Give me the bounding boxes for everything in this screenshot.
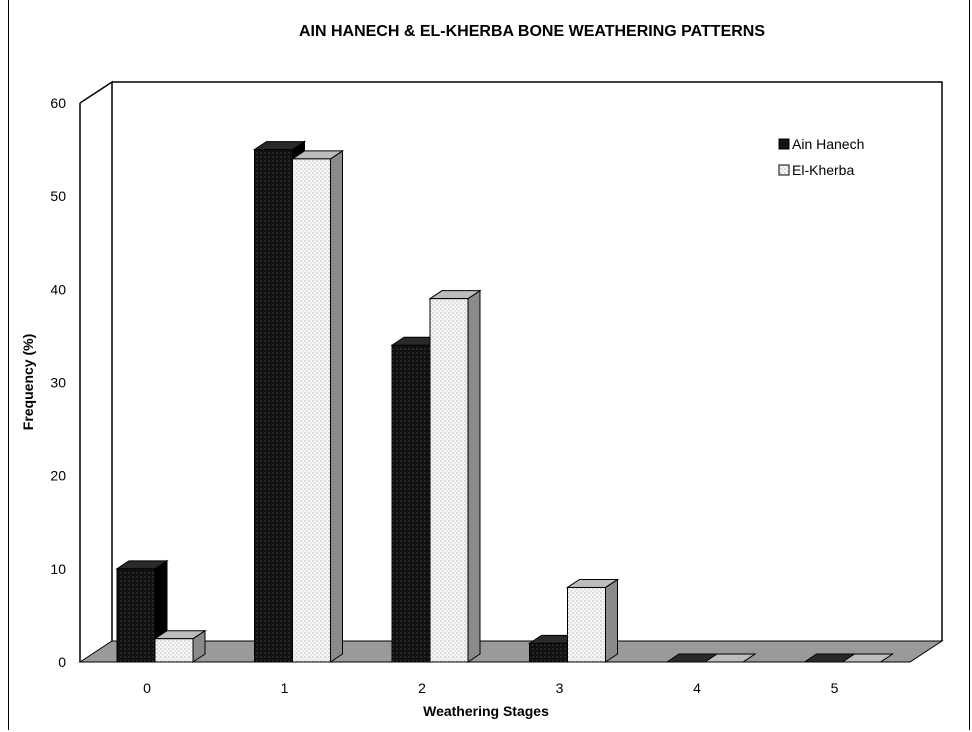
y-tick-label: 60 (50, 95, 66, 111)
bar (840, 653, 895, 663)
bars (115, 140, 895, 663)
bar (565, 578, 620, 663)
x-tick-label: 0 (143, 680, 151, 696)
y-tick-label: 50 (50, 188, 66, 204)
x-tick-label: 3 (556, 680, 564, 696)
left-wall (79, 80, 113, 641)
y-tick-label: 20 (50, 468, 66, 484)
bar-top (703, 653, 757, 663)
legend-label-el-kherba: El-Kherba (792, 162, 854, 178)
x-tick-label: 4 (693, 680, 701, 696)
y-tick-labels: 0 10 20 30 40 50 60 (50, 95, 66, 670)
legend-swatch-el-kherba (778, 164, 790, 176)
bar-front (116, 568, 156, 663)
bar-front (429, 298, 469, 663)
x-axis-label: Weathering Stages (423, 703, 549, 719)
bar-top (840, 653, 895, 663)
legend: Ain Hanech El-Kherba (778, 136, 864, 178)
x-tick-labels: 0 1 2 3 4 5 (143, 680, 839, 696)
bar-front (292, 158, 331, 663)
chart-title: AIN HANECH & EL-KHERBA BONE WEATHERING P… (299, 23, 765, 40)
bar-side (467, 289, 481, 663)
back-wall (112, 81, 943, 641)
y-tick-label: 10 (50, 561, 66, 577)
bar-front (567, 586, 606, 663)
bar-front (529, 642, 568, 663)
bar-side (330, 149, 343, 663)
bar (115, 559, 169, 663)
x-tick-label: 5 (831, 680, 839, 696)
bar (290, 149, 345, 663)
x-tick-label: 2 (418, 680, 426, 696)
y-tick-label: 0 (58, 654, 66, 670)
legend-label-ain-hanech: Ain Hanech (792, 136, 864, 152)
bar (153, 629, 207, 663)
y-axis-label: Frequency (%) (20, 334, 36, 430)
bar-front (254, 149, 293, 663)
y-tick-label: 40 (50, 281, 66, 297)
bar (703, 653, 757, 663)
bar-side (605, 578, 618, 663)
legend-swatch-ain-hanech (778, 138, 790, 150)
chart-frame (8, 0, 970, 730)
bar-front (154, 638, 194, 663)
bar-front (391, 344, 431, 663)
y-tick-label: 30 (50, 375, 66, 391)
x-tick-label: 1 (281, 680, 289, 696)
bar (428, 289, 482, 663)
